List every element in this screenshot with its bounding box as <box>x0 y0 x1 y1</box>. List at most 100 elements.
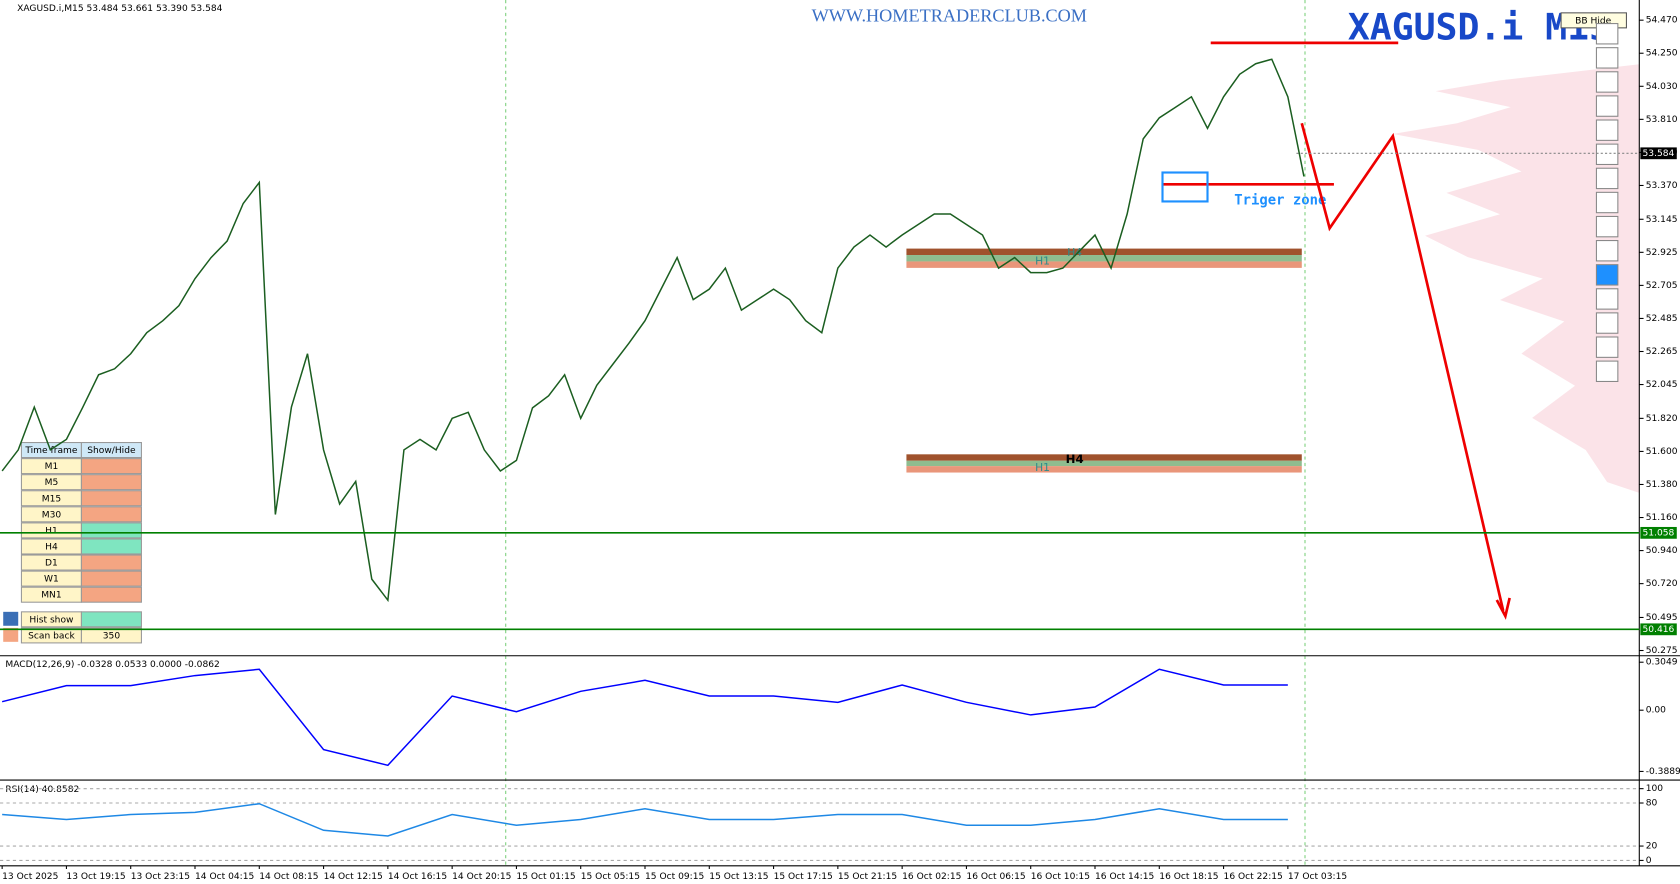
watermark: WWW.HOMETRADERCLUB.COM <box>812 5 1087 25</box>
timeframe-cell-text[interactable]: MN1 <box>41 591 61 601</box>
y-tick-label: 52.045 <box>1646 380 1678 390</box>
y-tick-label: 52.925 <box>1646 248 1678 258</box>
tool-button[interactable] <box>1595 240 1619 262</box>
y-tick-label: 51.380 <box>1646 480 1678 490</box>
y-tick-label: 50.940 <box>1646 546 1678 556</box>
y-tick-label: 54.470 <box>1646 16 1678 26</box>
tool-button[interactable] <box>1595 119 1619 141</box>
y-tick-label: 50.720 <box>1646 579 1678 589</box>
x-tick-label: 14 Oct 08:15 <box>259 872 318 882</box>
timeframe-cell-text[interactable]: D1 <box>45 559 58 569</box>
tool-button[interactable] <box>1595 143 1619 166</box>
hist-icon <box>3 611 19 626</box>
tool-button[interactable] <box>1595 23 1619 45</box>
y-tick-label: 50.275 <box>1646 646 1678 656</box>
x-tick-label: 15 Oct 13:15 <box>709 872 768 882</box>
x-tick-label: 13 Oct 2025 <box>2 872 58 882</box>
panel-header <box>80 442 142 459</box>
price-line <box>1 58 1305 603</box>
timeframe-cell-text[interactable]: H1 <box>45 526 58 536</box>
y-tick-label: 52.485 <box>1646 314 1678 324</box>
timeframe-cell-text[interactable]: M1 <box>45 462 59 472</box>
arrow-head <box>1495 597 1511 620</box>
y-tick-label: -0.3889 <box>1646 767 1680 777</box>
toolbar <box>1595 23 1619 382</box>
tool-button[interactable] <box>1595 336 1619 358</box>
zone-label: H1 <box>1035 461 1050 474</box>
tool-button[interactable] <box>1595 264 1619 286</box>
tool-button[interactable] <box>1595 215 1619 238</box>
x-tick-label: 15 Oct 09:15 <box>645 872 704 882</box>
zone-upper <box>906 248 1302 268</box>
y-tick-label: 100 <box>1646 784 1664 794</box>
level-label: 51.058 <box>1643 528 1675 538</box>
toggle-cell[interactable] <box>80 458 142 475</box>
tool-button[interactable] <box>1595 47 1619 69</box>
timeframe-cell-text[interactable]: M5 <box>45 478 59 488</box>
tool-button[interactable] <box>1595 95 1619 117</box>
toggle-cell[interactable] <box>80 506 142 523</box>
toggle-cell[interactable] <box>80 474 142 491</box>
panel-header-text: Show/Hide <box>87 446 136 456</box>
annotation: Triger zone <box>1234 192 1326 208</box>
y-tick-label: 50.495 <box>1646 613 1678 623</box>
macd-title: MACD(12,26,9) -0.0328 0.0533 0.0000 -0.0… <box>5 660 219 670</box>
toggle-cell[interactable] <box>80 490 142 507</box>
scan-back-value[interactable] <box>80 627 142 644</box>
timeframe-cell-text[interactable]: W1 <box>44 575 59 585</box>
y-tick-label: 53.370 <box>1646 181 1678 191</box>
y-tick-label: 0 <box>1646 856 1652 866</box>
toggle-cell[interactable] <box>80 570 142 587</box>
toggle-cell[interactable] <box>80 522 142 539</box>
hist-toggle[interactable] <box>80 611 142 628</box>
x-tick-label: 15 Oct 21:15 <box>838 872 897 882</box>
y-tick-label: 0.3049 <box>1646 658 1678 668</box>
x-tick-label: 14 Oct 16:15 <box>388 872 447 882</box>
scan-icon <box>3 627 19 642</box>
scan-back-cell-text[interactable]: Scan back <box>28 631 75 641</box>
y-tick-label: 52.265 <box>1646 347 1678 357</box>
tool-button[interactable] <box>1595 360 1619 382</box>
hist-show-cell-text[interactable]: Hist show <box>29 615 74 625</box>
trigger-box <box>1161 171 1209 203</box>
zone-lower <box>906 454 1302 473</box>
y-tick-label: 51.820 <box>1646 414 1678 424</box>
button-label[interactable]: BB Hide <box>1575 16 1612 26</box>
volume-profile <box>1392 64 1640 493</box>
x-tick-label: 16 Oct 02:15 <box>902 872 961 882</box>
timeframe-cell-text[interactable]: M30 <box>42 510 62 520</box>
y-tick-label: 51.600 <box>1646 447 1678 457</box>
x-tick-label: 16 Oct 18:15 <box>1159 872 1218 882</box>
y-tick-label: 53.810 <box>1646 115 1678 125</box>
x-tick-label: 15 Oct 05:15 <box>581 872 640 882</box>
timeframe-cell-text[interactable]: H4 <box>45 543 58 553</box>
x-tick-label: 14 Oct 20:15 <box>452 872 511 882</box>
panel-header-text: Time frame <box>24 446 78 456</box>
scan-back-value-text[interactable]: 350 <box>103 631 121 641</box>
tool-button[interactable] <box>1595 191 1619 214</box>
toggle-cell[interactable] <box>80 554 142 571</box>
y-tick-label: 80 <box>1646 799 1658 809</box>
toggle-cell[interactable] <box>80 586 142 603</box>
tool-button[interactable] <box>1595 167 1619 190</box>
y-tick-label: 51.160 <box>1646 513 1678 523</box>
toggle-cell[interactable] <box>80 538 142 555</box>
level-label-box <box>1640 623 1677 636</box>
y-tick-label: 54.030 <box>1646 82 1678 92</box>
x-tick-label: 15 Oct 17:15 <box>774 872 833 882</box>
chart-title: XAGUSD.i,M15 53.484 53.661 53.390 53.584 <box>17 4 223 14</box>
x-tick-label: 14 Oct 12:15 <box>324 872 383 882</box>
tool-button[interactable] <box>1595 71 1619 93</box>
current-price-box <box>1640 147 1677 160</box>
zone-label: H4 <box>1067 246 1082 259</box>
y-tick-label: 54.250 <box>1646 49 1678 59</box>
timeframe-panel: Time frame Show/Hide M1 M5 M15 M30 H1 H4 D1 W1 MN1… <box>3 442 142 644</box>
x-tick-label: 13 Oct 23:15 <box>131 872 190 882</box>
tool-button[interactable] <box>1595 312 1619 334</box>
y-tick-label: 52.705 <box>1646 281 1678 291</box>
projection-arrow <box>1300 122 1505 612</box>
tool-button[interactable] <box>1595 288 1619 310</box>
timeframe-cell-text[interactable]: M15 <box>42 494 61 504</box>
